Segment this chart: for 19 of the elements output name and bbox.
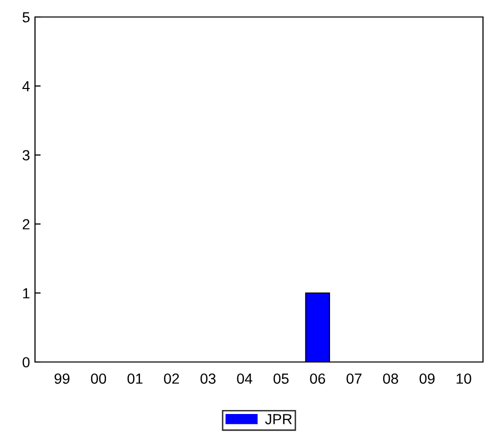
x-tick-label: 03 bbox=[200, 373, 216, 384]
legend-label: JPR bbox=[265, 414, 292, 424]
x-tick-label: 02 bbox=[164, 373, 179, 384]
x-tick-label: 04 bbox=[237, 373, 252, 384]
x-tick-label: 07 bbox=[346, 373, 362, 384]
x-tick-label: 01 bbox=[128, 373, 142, 384]
y-tick-label: 1 bbox=[23, 288, 30, 298]
y-tick-label: 0 bbox=[22, 357, 30, 368]
x-tick-label: 99 bbox=[54, 373, 70, 384]
x-tick-label: 09 bbox=[420, 373, 435, 384]
x-tick-label: 06 bbox=[310, 373, 326, 384]
x-tick-label: 08 bbox=[383, 373, 398, 384]
x-tick-label: 05 bbox=[274, 373, 289, 384]
x-tick-label: 10 bbox=[456, 373, 472, 384]
y-tick-label: 5 bbox=[22, 12, 30, 22]
y-tick-label: 4 bbox=[22, 81, 30, 92]
y-tick-label: 2 bbox=[22, 219, 30, 230]
x-tick-label: 00 bbox=[90, 373, 106, 384]
y-tick-label: 3 bbox=[22, 150, 30, 160]
